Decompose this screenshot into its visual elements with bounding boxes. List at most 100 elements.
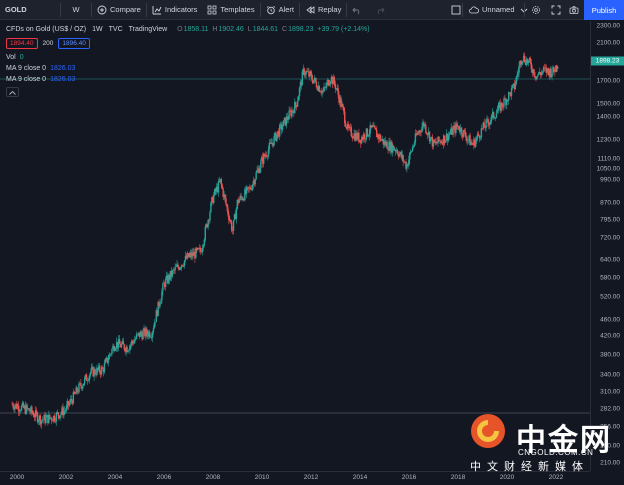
candle-body bbox=[380, 139, 383, 141]
cngold-watermark: 中金网 CNGOLD.COM.CN 中文财经新媒体 bbox=[470, 410, 620, 473]
candle-body bbox=[83, 383, 85, 386]
candle-body bbox=[391, 141, 393, 153]
candle-body bbox=[301, 71, 304, 86]
candle-body bbox=[369, 125, 371, 134]
candle-body bbox=[512, 83, 515, 86]
candle-body bbox=[156, 310, 158, 316]
replay-button[interactable]: Replay bbox=[300, 0, 346, 20]
symbol-search-button[interactable]: GOLD bbox=[0, 0, 60, 20]
candle-body bbox=[521, 61, 523, 65]
ma-label: MA 9 close 0 bbox=[6, 76, 47, 83]
candle-body bbox=[359, 139, 361, 142]
candle-body bbox=[447, 135, 450, 141]
candle-body bbox=[328, 79, 330, 86]
settings-button[interactable] bbox=[526, 0, 549, 20]
candle-body bbox=[475, 137, 478, 141]
candle-body bbox=[213, 194, 215, 203]
candle-body bbox=[266, 156, 269, 157]
publish-button[interactable]: Publish bbox=[584, 0, 624, 20]
candle-body bbox=[299, 81, 302, 88]
candle-body bbox=[258, 168, 260, 173]
candle-body bbox=[122, 340, 124, 345]
candle-body bbox=[425, 124, 427, 133]
candle-body bbox=[393, 149, 396, 151]
candle-body bbox=[144, 328, 146, 337]
time-tick-label: 2018 bbox=[450, 474, 466, 481]
alert-button[interactable]: Alert bbox=[261, 0, 299, 20]
candle-body bbox=[545, 67, 548, 73]
buy-price-button[interactable]: 1896.40 bbox=[58, 37, 90, 49]
indicators-button[interactable]: Indicators bbox=[147, 0, 203, 20]
candle-body bbox=[220, 178, 222, 185]
watermark-brand: 中金网 bbox=[516, 423, 612, 458]
candle-body bbox=[271, 142, 273, 145]
candle-body bbox=[409, 152, 411, 160]
candle-body bbox=[113, 345, 115, 352]
price-tick-label: 1230.00 bbox=[596, 136, 621, 144]
candle-body bbox=[76, 387, 78, 393]
candle-body bbox=[44, 414, 46, 423]
price-tick-label: 282.00 bbox=[600, 405, 620, 413]
last-price-label: 1898.23 bbox=[591, 56, 624, 66]
candle-body bbox=[215, 186, 218, 192]
compare-button[interactable]: Compare bbox=[92, 0, 146, 20]
candle-body bbox=[514, 83, 516, 90]
volume-legend-row[interactable]: Vol 0 bbox=[6, 52, 374, 63]
candle-body bbox=[501, 102, 503, 107]
candle-body bbox=[396, 150, 399, 154]
candle-body bbox=[484, 127, 486, 129]
candle-body bbox=[273, 136, 275, 146]
toolbar-divider bbox=[346, 2, 348, 17]
time-tick-label: 2022 bbox=[548, 474, 564, 481]
candle-body bbox=[491, 114, 493, 121]
candle-body bbox=[440, 140, 442, 143]
ma-legend-row-2[interactable]: MA 9 close 0 1826.03 bbox=[6, 74, 374, 85]
price-scale[interactable]: 2300.002100.001900.001700.001500.001400.… bbox=[590, 21, 624, 471]
candle-body bbox=[207, 219, 209, 228]
candle-body bbox=[91, 367, 93, 369]
price-chart[interactable] bbox=[0, 21, 590, 471]
indicators-label: Indicators bbox=[164, 5, 198, 14]
candle-body bbox=[491, 111, 494, 115]
snapshot-button[interactable] bbox=[564, 0, 587, 20]
compare-label: Compare bbox=[110, 5, 141, 14]
candle-body bbox=[381, 138, 384, 140]
fullscreen-button[interactable] bbox=[546, 0, 569, 20]
candle-body bbox=[179, 267, 181, 270]
candle-body bbox=[533, 69, 535, 76]
candle-body bbox=[13, 407, 15, 410]
layout-name-button[interactable]: Unnamed bbox=[464, 0, 537, 20]
ma-legend-row-1[interactable]: MA 9 close 0 1826.03 bbox=[6, 63, 374, 74]
candle-body bbox=[546, 68, 549, 73]
sell-price-button[interactable]: 1894.40 bbox=[6, 37, 38, 49]
candle-body bbox=[233, 214, 236, 221]
candle-body bbox=[370, 125, 372, 128]
candle-body bbox=[312, 80, 315, 84]
redo-button[interactable] bbox=[370, 0, 393, 20]
candle-body bbox=[509, 92, 512, 97]
candle-body bbox=[41, 420, 43, 421]
candle-body bbox=[223, 194, 225, 198]
candle-body bbox=[263, 154, 266, 157]
time-scale[interactable]: 2000 2002 2004 2006 2008 2010 2012 2014 2016 2018… bbox=[0, 471, 590, 485]
candle-body bbox=[24, 405, 26, 414]
camera-icon bbox=[569, 5, 579, 14]
candle-body bbox=[103, 363, 106, 373]
candle-body bbox=[231, 230, 234, 232]
undo-button[interactable] bbox=[347, 0, 370, 20]
candle-body bbox=[116, 341, 119, 348]
candle-body bbox=[401, 155, 403, 158]
symbol-legend-row[interactable]: CFDs on Gold (US$ / OZ) 1W TVC TradingVi… bbox=[6, 24, 374, 35]
replay-label: Replay bbox=[318, 5, 342, 14]
candle-body bbox=[123, 344, 125, 350]
collapse-legend-button[interactable] bbox=[6, 87, 19, 97]
candle-body bbox=[448, 134, 451, 136]
candle-body bbox=[466, 139, 468, 141]
open-value: 1858.11 bbox=[183, 26, 209, 33]
candle-body bbox=[276, 134, 278, 141]
interval-button[interactable]: W bbox=[61, 0, 91, 20]
candle-body bbox=[165, 275, 168, 279]
layout-toggle-button[interactable] bbox=[446, 0, 469, 20]
templates-button[interactable]: Templates bbox=[202, 0, 259, 20]
price-tick-label: 1110.00 bbox=[597, 155, 620, 163]
